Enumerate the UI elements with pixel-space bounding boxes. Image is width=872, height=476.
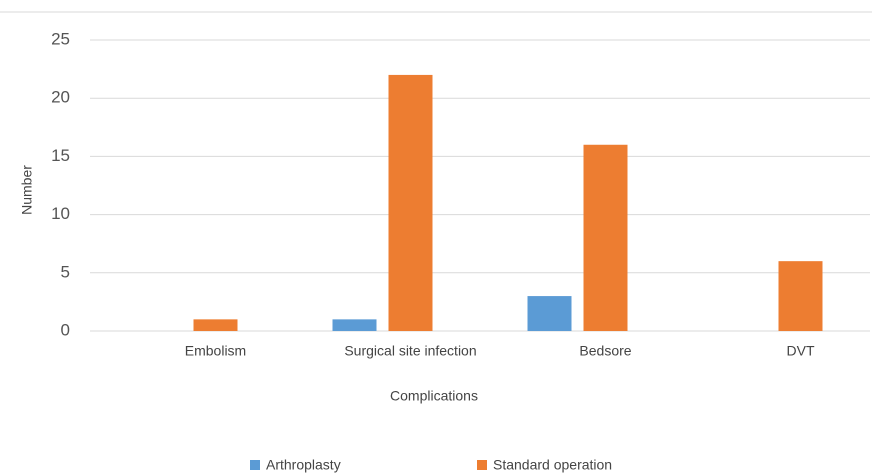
- y-tick-label: 20: [51, 88, 70, 107]
- x-tick-label: Bedsore: [579, 343, 631, 359]
- x-tick-label: Embolism: [185, 343, 246, 359]
- bar: [193, 319, 238, 331]
- y-tick-label: 10: [51, 204, 70, 223]
- x-axis-label: Complications: [390, 388, 478, 404]
- legend-swatch: [477, 460, 487, 470]
- y-tick-label: 25: [51, 29, 70, 48]
- y-tick-label: 0: [61, 320, 70, 339]
- bar: [388, 74, 433, 332]
- bar: [332, 319, 377, 331]
- legend-swatch: [250, 460, 260, 470]
- y-tick-label: 5: [61, 262, 70, 281]
- bar: [527, 296, 572, 331]
- y-axis-label: Number: [19, 165, 35, 215]
- y-tick-label: 15: [51, 146, 70, 165]
- x-tick-label: Surgical site infection: [344, 343, 476, 359]
- bar: [778, 261, 823, 331]
- legend-label: Standard operation: [493, 457, 612, 473]
- x-tick-label: DVT: [787, 343, 815, 359]
- legend-label: Arthroplasty: [266, 457, 341, 473]
- bar: [583, 144, 628, 331]
